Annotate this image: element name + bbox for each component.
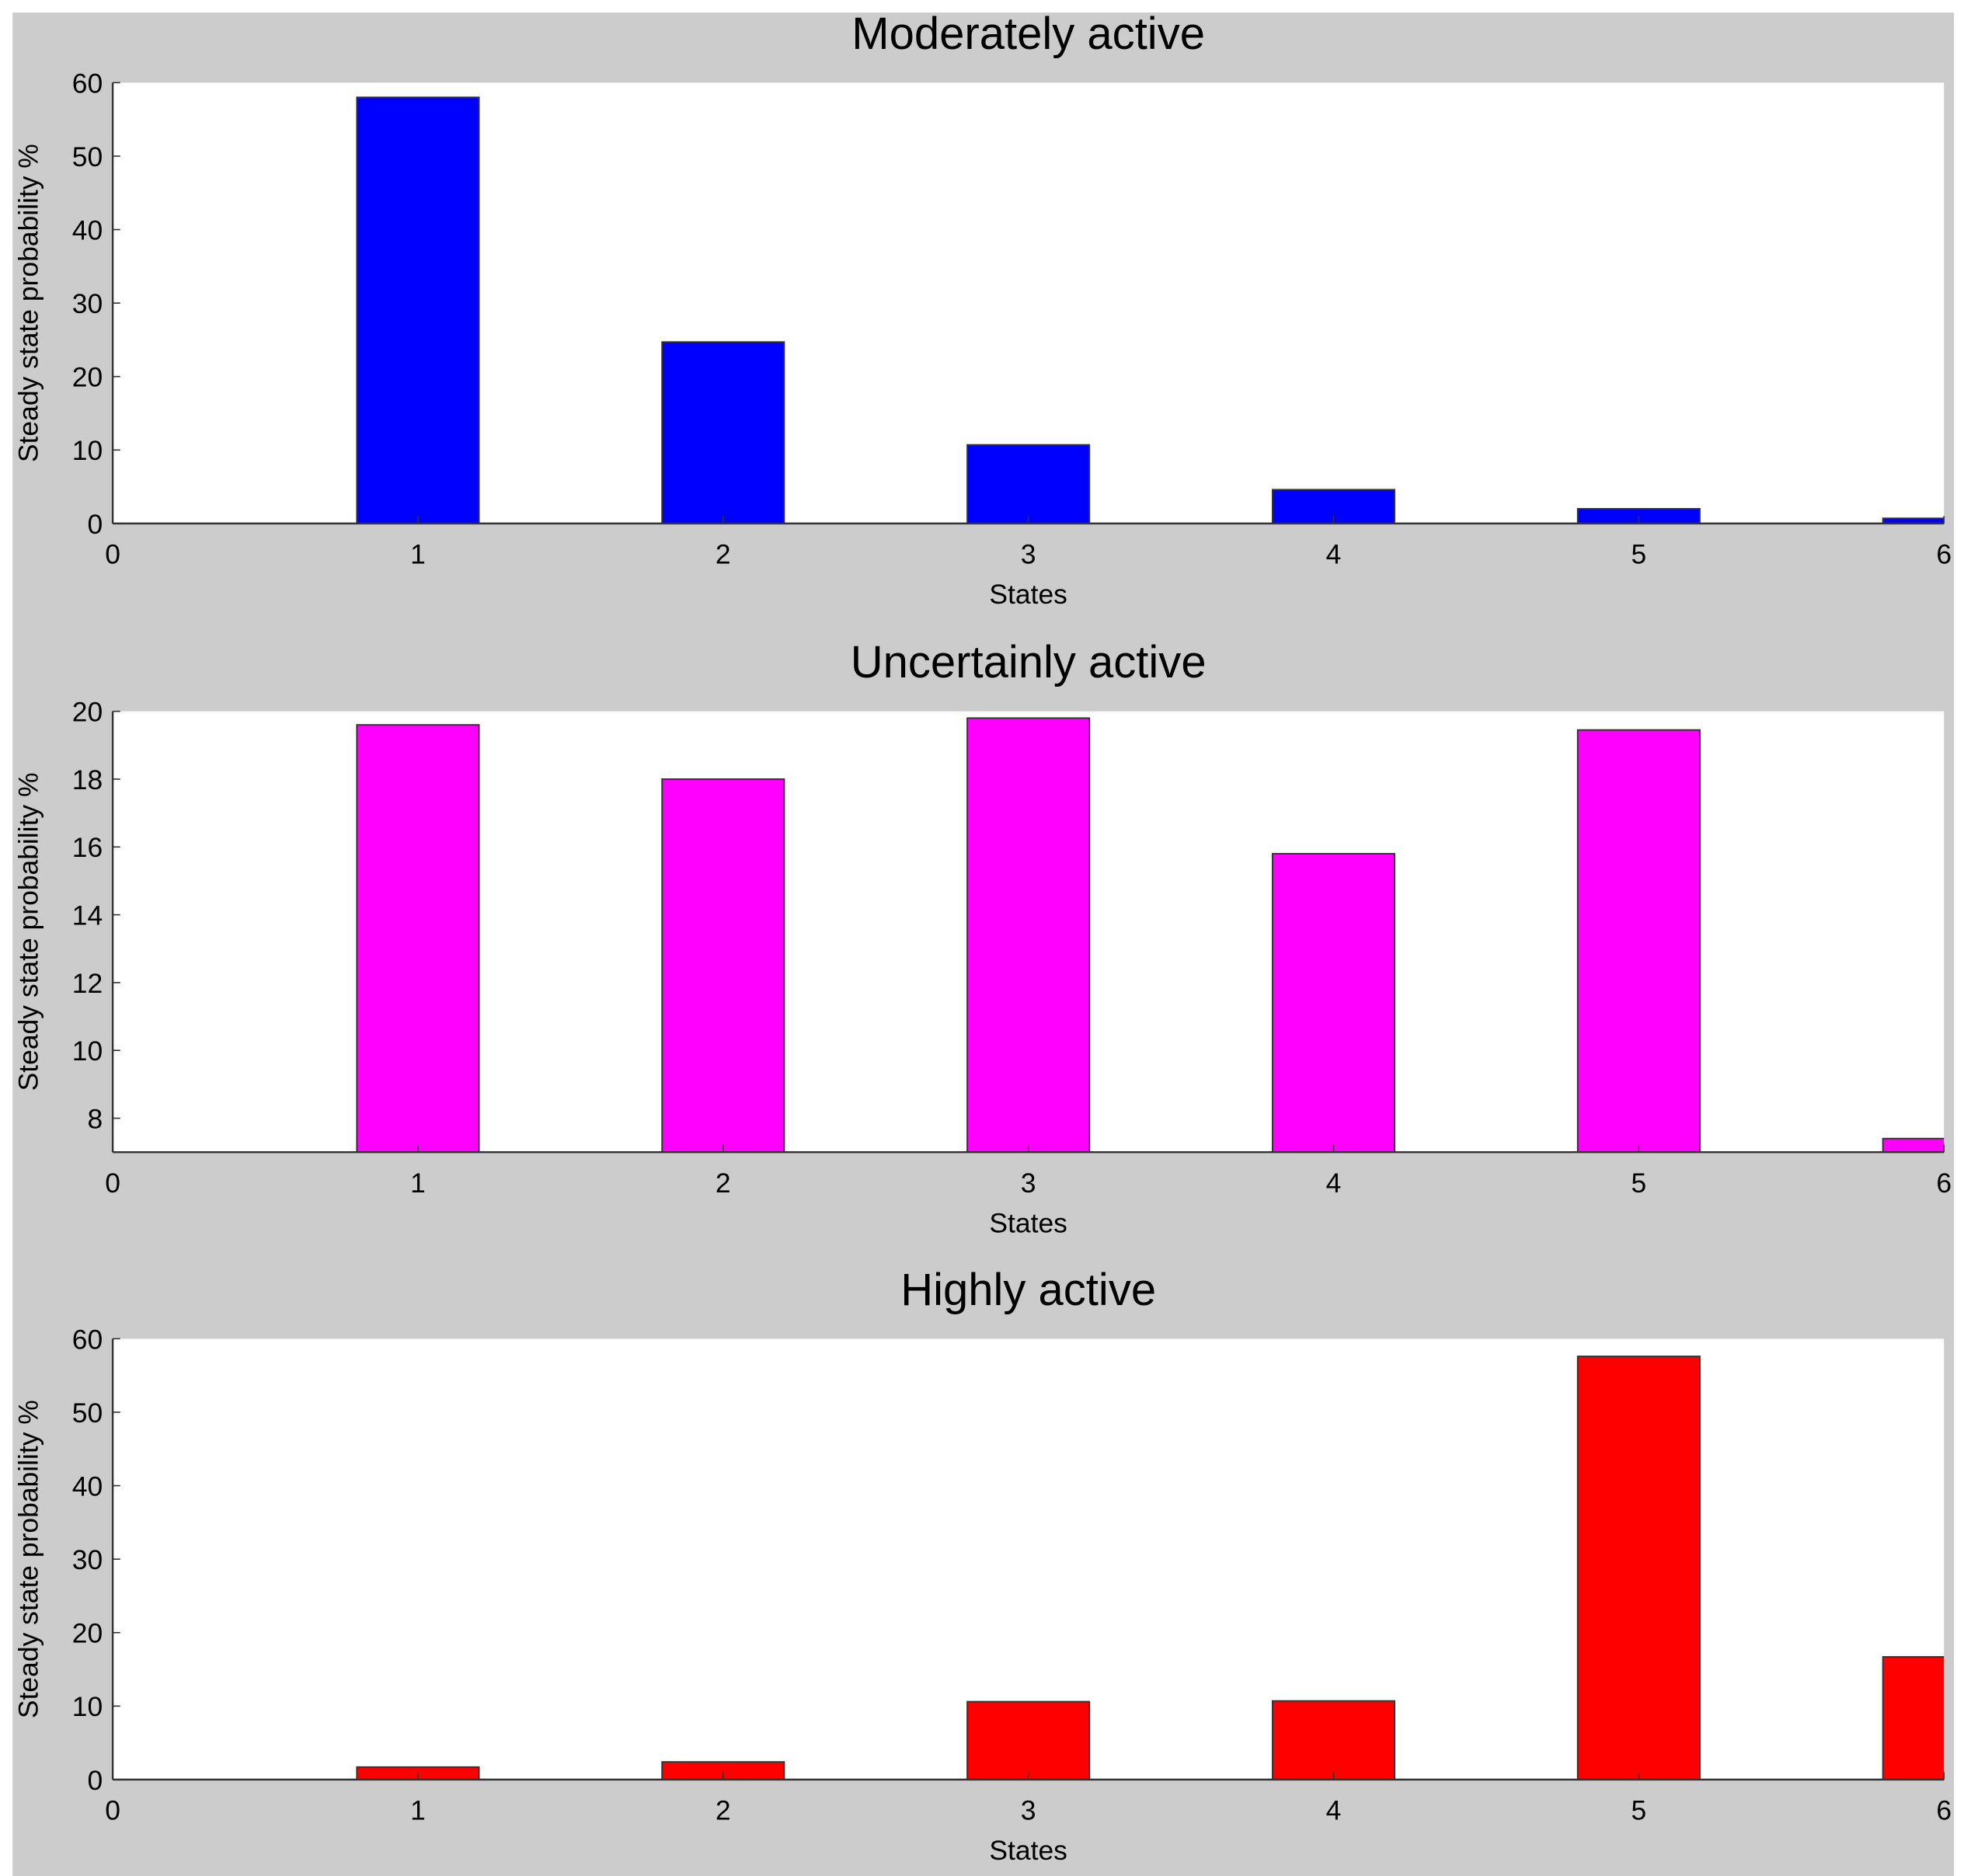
y-tick-label: 0 [87,1765,103,1796]
bar-state-2 [661,778,785,1153]
y-tick-label: 0 [87,509,103,540]
bar-state-6 [1882,1655,1945,1780]
y-tick-label: 60 [72,68,103,99]
bars [356,96,1945,524]
x-tick-label: 6 [1936,538,1952,569]
y-axis-label: Steady state probability % [12,1400,44,1718]
y-axis-label: Steady state probability % [12,144,44,462]
x-tick-label: 2 [716,538,731,569]
bar-state-1 [356,724,480,1153]
y-axis-label: Steady state probability % [12,772,44,1091]
bars [356,1356,1945,1780]
bar-state-6 [1882,1137,1945,1153]
x-tick-label: 3 [1021,538,1036,569]
bar-state-6 [1882,517,1945,524]
x-tick-label: 1 [410,538,426,569]
y-tick-label: 40 [72,1471,103,1502]
x-tick-label: 1 [410,1794,426,1826]
y-tick-label: 20 [72,697,103,728]
bar-state-3 [966,1700,1091,1780]
y-tick-label: 50 [72,1397,103,1429]
y-tick-label: 10 [72,435,103,466]
y-tick-label: 50 [72,141,103,172]
bar-state-1 [356,96,480,524]
bar-state-3 [966,444,1091,524]
x-tick-label: 5 [1631,1168,1646,1199]
y-tick-label: 30 [72,288,103,319]
bar-state-4 [1271,853,1396,1153]
x-tick-label: 1 [410,1168,426,1199]
x-tick-label: 4 [1326,538,1342,569]
y-tick-label: 18 [72,764,103,795]
bar-state-4 [1271,1700,1396,1780]
y-tick-label: 10 [72,1691,103,1722]
y-tick-label: 12 [72,968,103,999]
x-axis-label: States [989,1207,1067,1238]
x-tick-label: 0 [105,1168,120,1199]
x-tick-label: 0 [105,538,120,569]
y-tick-label: 20 [72,1618,103,1649]
y-tick-label: 8 [87,1103,103,1134]
y-tick-label: 20 [72,362,103,393]
x-axis-label: States [989,1835,1067,1866]
x-tick-label: 0 [105,1794,120,1826]
x-tick-label: 4 [1326,1794,1342,1826]
x-tick-label: 6 [1936,1168,1952,1199]
x-tick-label: 2 [716,1794,731,1826]
chart-title: Moderately active [851,9,1205,59]
bar-state-3 [966,717,1091,1153]
x-tick-label: 3 [1021,1794,1036,1826]
chart-title: Highly active [900,1265,1156,1315]
y-tick-label: 14 [72,900,103,931]
y-tick-label: 16 [72,832,103,863]
x-tick-label: 2 [716,1168,731,1199]
y-tick-label: 10 [72,1035,103,1067]
x-tick-label: 5 [1631,1794,1646,1826]
chart-title: Uncertainly active [851,637,1207,687]
bar-state-2 [661,341,785,524]
bar-state-5 [1576,729,1701,1153]
bar-state-5 [1576,1356,1701,1780]
x-axis-label: States [989,579,1067,610]
x-tick-label: 6 [1936,1794,1952,1826]
bar-state-2 [661,1761,785,1780]
x-tick-label: 3 [1021,1168,1036,1199]
y-tick-label: 30 [72,1544,103,1575]
bars [356,717,1945,1153]
y-tick-label: 40 [72,214,103,245]
x-tick-label: 5 [1631,538,1646,569]
y-tick-label: 60 [72,1324,103,1355]
x-tick-label: 4 [1326,1168,1342,1199]
